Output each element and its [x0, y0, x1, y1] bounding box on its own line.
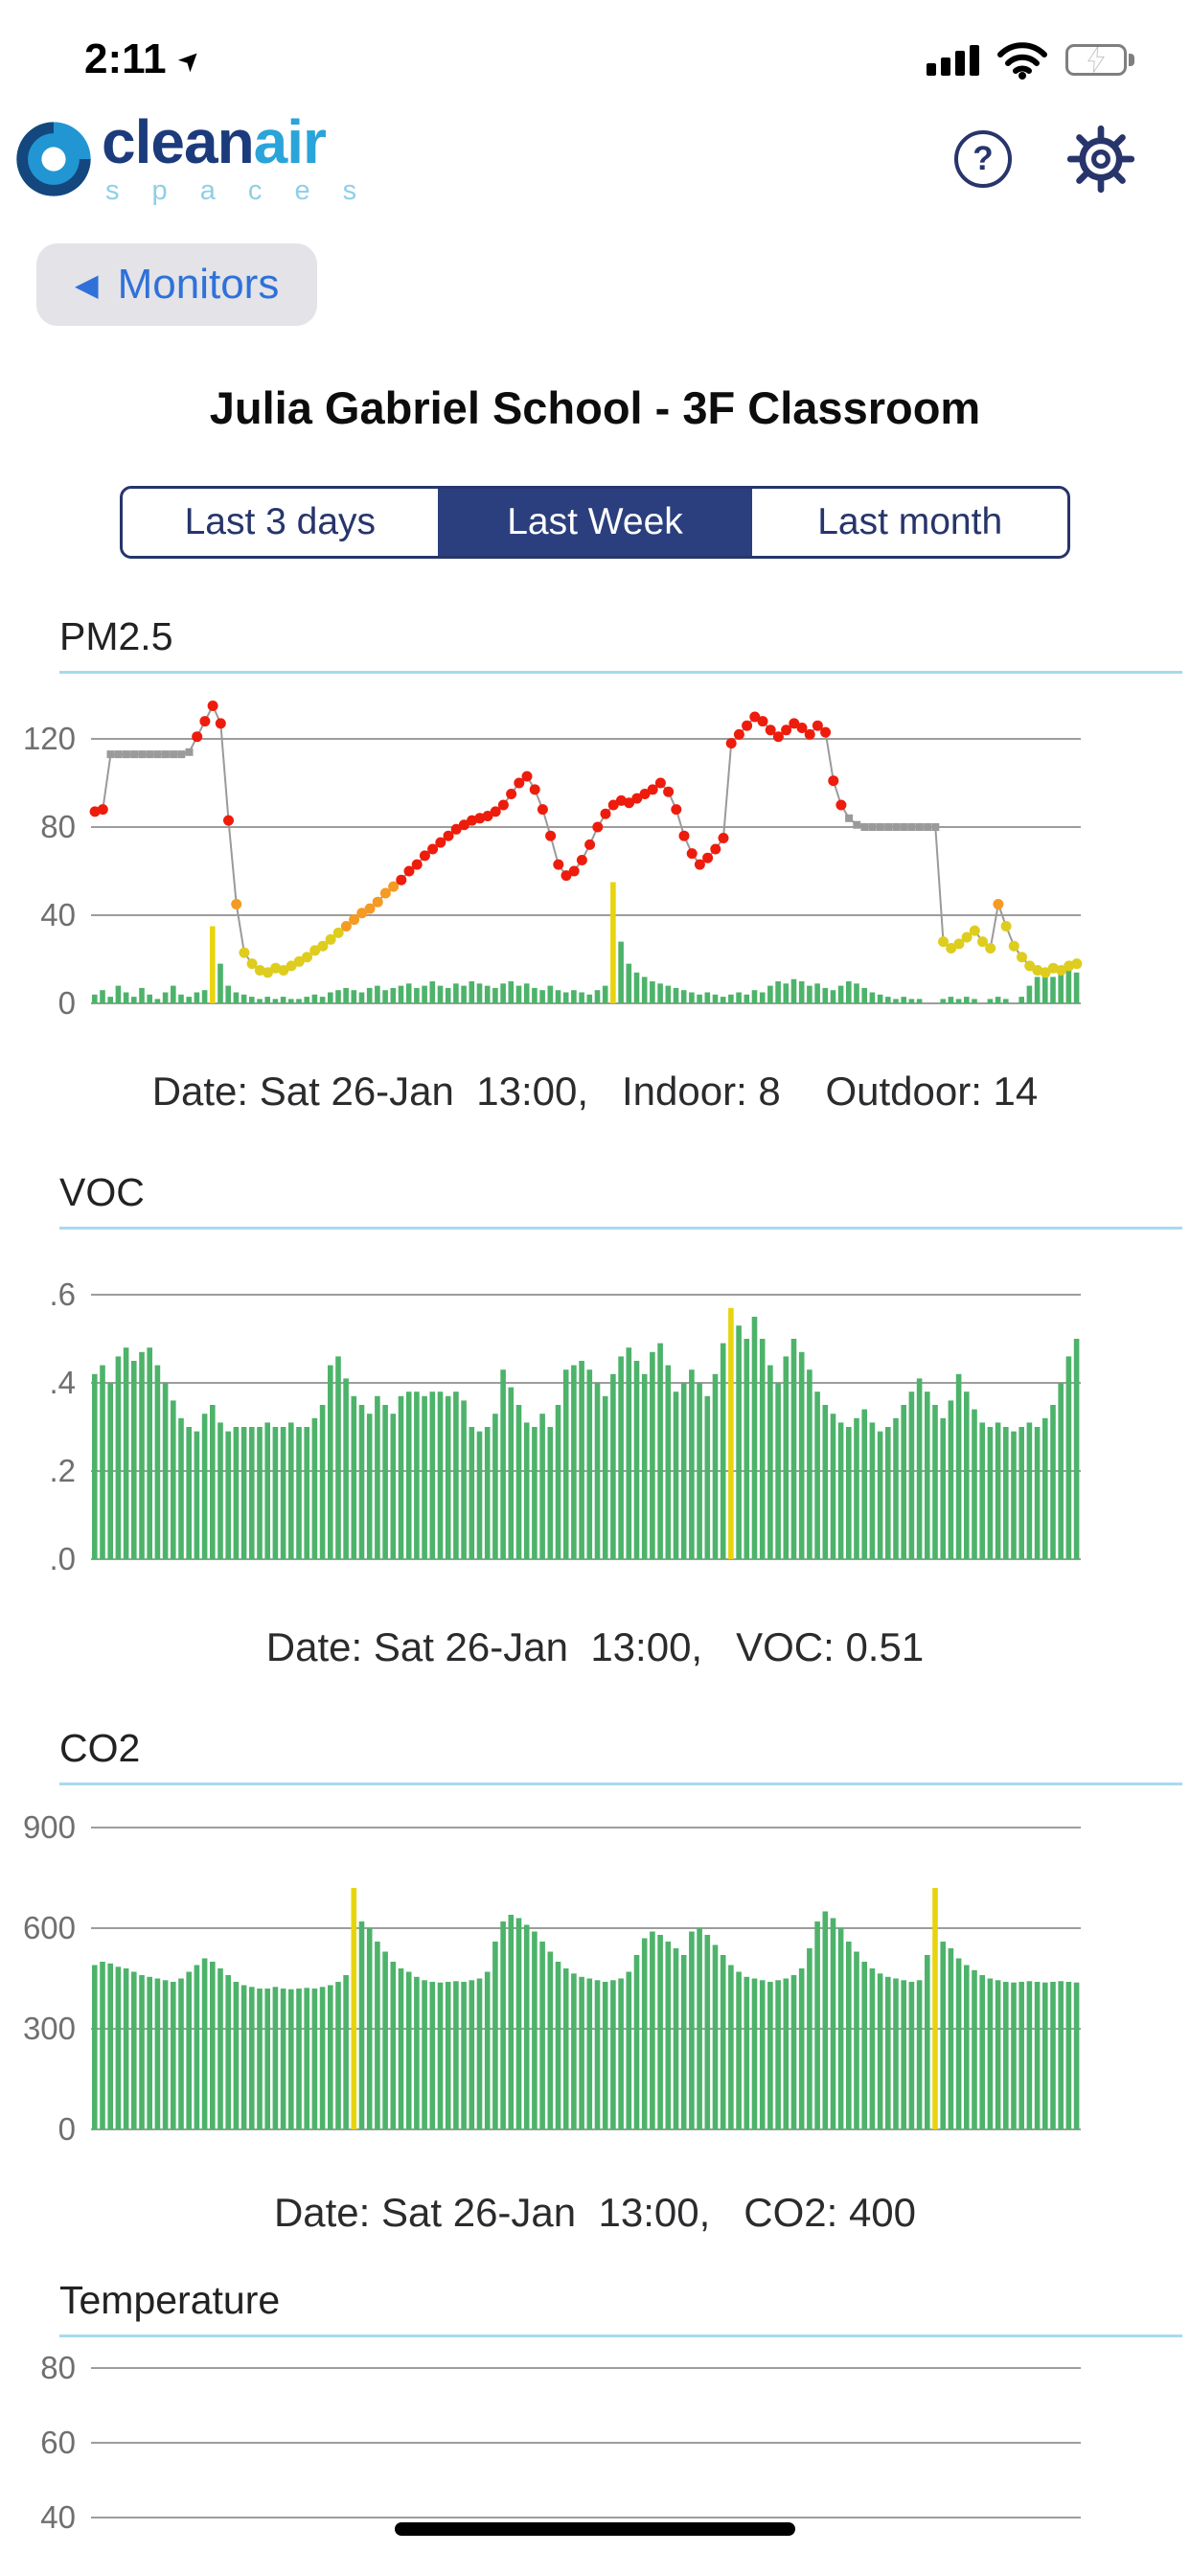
wifi-icon — [997, 42, 1047, 80]
page-title: Julia Gabriel School - 3F Classroom — [209, 382, 981, 433]
co2-section: CO2 0 300 600 900 Date: Sat 26-Jan 13:00, C… — [0, 1726, 1190, 2236]
pm25-section: PM2.5 0 40 80 120 Date: Sat 26-Jan 13:00, I… — [0, 614, 1190, 1115]
svg-text:0: 0 — [58, 985, 76, 1021]
voc-section-title: VOC — [59, 1170, 1182, 1230]
svg-text:.0: .0 — [49, 1541, 76, 1576]
svg-text:.4: .4 — [49, 1365, 76, 1400]
svg-text:80: 80 — [40, 2351, 76, 2385]
time-range-segmented-control: Last 3 days Last Week Last month — [120, 486, 1070, 559]
svg-text:300: 300 — [23, 2011, 76, 2046]
svg-text:900: 900 — [23, 1809, 76, 1845]
app-header: cleanair s p a c e s ? — [0, 92, 1190, 220]
voc-chart[interactable]: .0 .2 .4 .6 — [0, 1243, 1190, 1607]
co2-section-title: CO2 — [59, 1726, 1182, 1785]
back-arrow-icon: ◀ — [75, 267, 99, 302]
home-indicator[interactable] — [395, 2522, 795, 2536]
temperature-section-title: Temperature — [59, 2278, 1182, 2337]
svg-text:120: 120 — [23, 721, 76, 756]
co2-selected-reading: Date: Sat 26-Jan 13:00, CO2: 400 — [273, 2190, 917, 2235]
cleanair-logo-icon — [16, 122, 91, 196]
back-button-label: Monitors — [117, 261, 280, 308]
battery-charging-icon — [1065, 43, 1134, 76]
voc-section: VOC .0 .2 .4 .6 Date: Sat 26-Jan 13:00, VOC… — [0, 1170, 1190, 1670]
pm25-section-title: PM2.5 — [59, 614, 1182, 674]
tab-last-month[interactable]: Last month — [817, 501, 1003, 542]
temperature-chart[interactable]: 40 60 80 — [0, 2351, 1190, 2576]
pm25-selected-reading: Date: Sat 26-Jan 13:00, Indoor: 8 Outdoo… — [151, 1069, 1039, 1114]
help-icon[interactable]: ? — [954, 130, 1012, 188]
status-time: 2:11 — [84, 35, 167, 82]
svg-text:40: 40 — [40, 897, 76, 932]
voc-selected-reading: Date: Sat 26-Jan 13:00, VOC: 0.51 — [265, 1624, 925, 1669]
temperature-section: Temperature 40 60 80 — [0, 2278, 1190, 2576]
status-bar: 2:11 ➤ — [0, 0, 1190, 92]
cleanair-logo: cleanair s p a c e s — [13, 111, 369, 207]
svg-text:.2: .2 — [49, 1453, 76, 1488]
co2-chart[interactable]: 0 300 600 900 — [0, 1799, 1190, 2173]
pm25-chart[interactable]: 0 40 80 120 — [0, 687, 1190, 1051]
svg-text:600: 600 — [23, 1910, 76, 1945]
svg-text:40: 40 — [40, 2499, 76, 2535]
back-to-monitors-button[interactable]: ◀ Monitors — [36, 243, 318, 326]
cellular-signal-icon — [927, 43, 979, 76]
location-services-icon: ➤ — [171, 40, 208, 79]
svg-text:0: 0 — [58, 2111, 76, 2147]
logo-subtitle: s p a c e s — [105, 175, 370, 206]
svg-text:60: 60 — [40, 2425, 76, 2460]
gear-icon[interactable] — [1065, 124, 1136, 195]
tab-last-week[interactable]: Last Week — [437, 489, 753, 556]
svg-text:80: 80 — [40, 809, 76, 844]
tab-last-3-days[interactable]: Last 3 days — [184, 501, 377, 542]
logo-wordmark: cleanair — [102, 107, 327, 176]
svg-text:.6: .6 — [49, 1276, 76, 1312]
